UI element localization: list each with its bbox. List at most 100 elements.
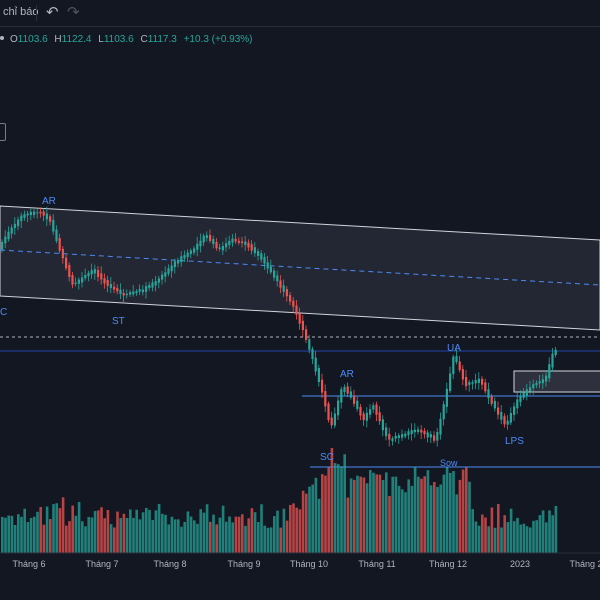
- candle-body: [20, 215, 23, 222]
- volume-bar: [109, 524, 113, 553]
- open-key: O: [10, 34, 18, 45]
- candle-body: [119, 289, 122, 295]
- indicators-button[interactable]: chỉ báo: [3, 6, 39, 18]
- candle-body: [4, 236, 7, 244]
- volume-bar: [237, 516, 241, 553]
- candle-body: [17, 219, 20, 227]
- candle-body: [173, 261, 176, 268]
- candle-body: [10, 227, 13, 234]
- volume-bar: [333, 463, 337, 553]
- volume-bar: [125, 517, 129, 553]
- volume-bar: [426, 470, 430, 553]
- candle-body: [196, 243, 199, 250]
- candle-body: [221, 246, 224, 251]
- candle-body: [125, 293, 128, 296]
- candle-body: [426, 432, 429, 438]
- volume-bar: [490, 507, 494, 553]
- candle-body: [442, 404, 445, 420]
- volume-bar: [349, 478, 353, 553]
- volume-bar: [253, 512, 257, 553]
- annotation-ar-2: AR: [340, 369, 354, 380]
- candle-body: [116, 288, 119, 292]
- change-value: +10.3 (+0.93%): [183, 34, 253, 45]
- volume-bar: [26, 522, 30, 553]
- x-tick-label: Tháng 7: [85, 559, 118, 569]
- volume-bar: [199, 509, 202, 553]
- volume-bar: [477, 525, 481, 553]
- volume-bar: [305, 493, 308, 553]
- volume-bar: [292, 503, 295, 553]
- volume-bar: [244, 525, 247, 553]
- drawing-handle-icon[interactable]: [0, 123, 6, 141]
- undo-arrow-icon[interactable]: ↶: [46, 4, 59, 21]
- candle-body: [212, 238, 215, 244]
- candle-body: [215, 241, 218, 249]
- volume-bar: [93, 511, 97, 553]
- candle-body: [1, 242, 4, 250]
- candle-body: [493, 400, 496, 409]
- volume-bar: [465, 467, 468, 553]
- volume-bar: [119, 518, 122, 553]
- candle-body: [244, 241, 247, 245]
- close-key: C: [140, 34, 148, 45]
- volume-bar: [276, 510, 279, 553]
- candle-body: [295, 305, 298, 315]
- candle-body: [433, 435, 436, 441]
- candle-body: [375, 404, 378, 415]
- volume-bar: [493, 527, 497, 553]
- volume-bar: [17, 514, 20, 553]
- candle-body: [273, 270, 276, 278]
- candle-body: [100, 273, 103, 280]
- volume-bar: [362, 477, 366, 553]
- candle-body: [77, 279, 80, 284]
- candle-body: [481, 378, 484, 385]
- candle-body: [87, 272, 90, 277]
- volume-bar: [49, 519, 52, 553]
- candle-body: [404, 433, 407, 437]
- candle-body: [439, 418, 442, 435]
- candlesticks: [1, 206, 557, 447]
- candle-body: [260, 253, 263, 260]
- volume-bar: [337, 464, 340, 553]
- volume-bar: [381, 479, 385, 553]
- candle-body: [298, 313, 301, 324]
- volume-bar: [378, 474, 382, 553]
- volume-bar: [298, 509, 302, 553]
- candle-body: [413, 429, 416, 433]
- volume-bar: [90, 517, 94, 553]
- volume-bar: [205, 504, 209, 553]
- low-key: L: [98, 34, 104, 45]
- candle-body: [45, 213, 48, 220]
- candle-body: [471, 382, 474, 384]
- candle-body: [84, 274, 87, 279]
- candle-body: [289, 295, 292, 302]
- candle-body: [330, 417, 333, 426]
- candle-body: [490, 396, 493, 404]
- volume-bar: [100, 507, 103, 553]
- volume-bar: [452, 471, 455, 553]
- volume-bar: [541, 510, 545, 553]
- candle-body: [263, 256, 266, 264]
- x-tick-label: Tháng 8: [153, 559, 186, 569]
- candle-body: [285, 289, 288, 297]
- volume-bar: [250, 508, 254, 553]
- volume-bar: [471, 509, 474, 553]
- accumulation-box[interactable]: [513, 370, 600, 393]
- volume-bar: [132, 517, 135, 553]
- candle-body: [420, 429, 423, 433]
- volume-bar: [404, 492, 407, 553]
- candle-body: [394, 435, 397, 439]
- volume-bar: [135, 509, 138, 553]
- candle-body: [7, 231, 10, 240]
- volume-bar: [375, 474, 378, 553]
- candle-body: [93, 269, 96, 274]
- volume-bar: [433, 482, 436, 553]
- volume-bar: [388, 496, 391, 553]
- volume-bar: [10, 515, 14, 553]
- open-value: 1103.6: [17, 34, 48, 45]
- candle-body: [241, 241, 244, 244]
- volume-bar: [455, 494, 458, 553]
- annotation-ar-1: AR: [42, 196, 56, 207]
- volume-bar: [554, 505, 558, 553]
